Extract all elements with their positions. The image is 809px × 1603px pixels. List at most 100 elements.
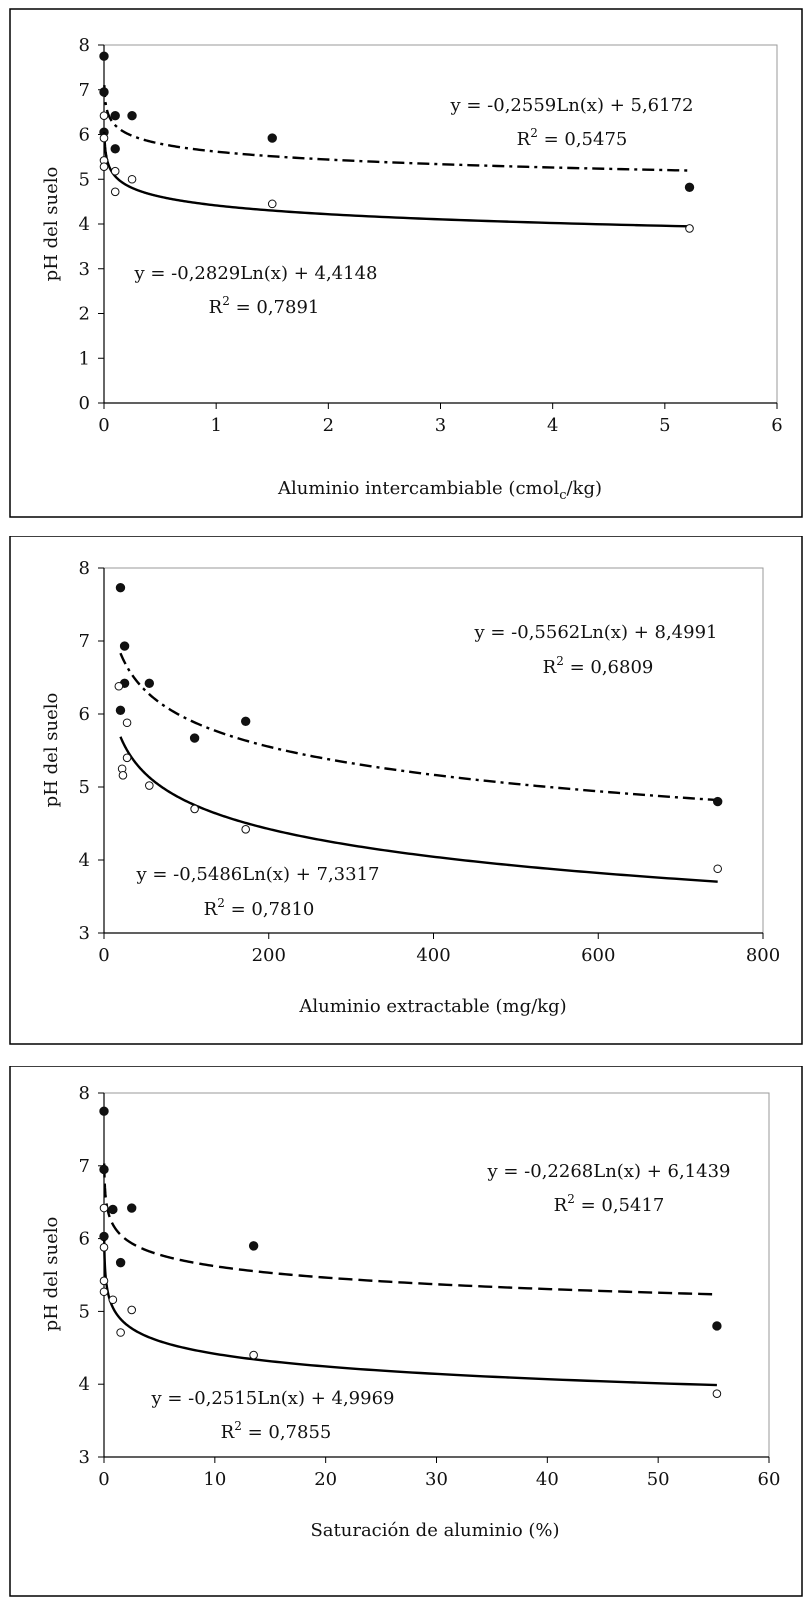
- panel-frame: [9, 1066, 803, 1597]
- equation-label-filled: y = -0,2559Ln(x) + 5,6172: [449, 95, 693, 116]
- data-point-open: [99, 1287, 109, 1297]
- equation-label-filled: y = -0,5562Ln(x) + 8,4991: [473, 622, 717, 643]
- trendline-open: [103, 131, 690, 228]
- chart-svg: 3 4 5 6 7 8 0 10 20 30 40 50 60 Saturación de alumin…: [9, 1066, 803, 1597]
- y-tick-label: 0: [79, 393, 90, 414]
- x-tick-label: 200: [252, 945, 286, 966]
- data-point-open: [190, 804, 199, 814]
- y-tick-label: 3: [79, 1447, 90, 1468]
- y-tick-label: 8: [79, 558, 90, 579]
- y-tick-label: 5: [79, 1301, 90, 1322]
- data-point-open: [249, 1350, 258, 1360]
- chart-panel-aluminum-saturation: 3 4 5 6 7 8 0 10 20 30 40 50 60 Saturación de alumin…: [0, 1066, 809, 1603]
- chart-marks: [98, 567, 764, 939]
- tick-labels: 3 4 5 6 7 8 0 10 20 30 40 50 60: [79, 1083, 781, 1490]
- data-point-open: [99, 1203, 109, 1213]
- y-tick-label: 6: [79, 704, 90, 725]
- y-axis-label: pH del suelo: [41, 167, 62, 282]
- tick-labels: 0 1 2 3 4 5 6 7 8 0 1 2 3 4 5 6: [79, 35, 783, 436]
- data-point-filled: [115, 583, 126, 593]
- data-point-filled: [267, 133, 277, 143]
- y-tick-label: 6: [79, 1229, 90, 1250]
- r2-label-open: R2 = 0,7855: [221, 1419, 332, 1443]
- y-tick-label: 7: [79, 1156, 90, 1177]
- trendline-filled: [103, 85, 690, 172]
- y-tick-label: 4: [79, 850, 90, 871]
- y-axis-label: pH del suelo: [41, 1217, 62, 1332]
- x-tick-label: 3: [435, 415, 446, 436]
- data-point-open: [267, 199, 277, 209]
- data-point-filled: [115, 1257, 126, 1268]
- x-tick-label: 4: [547, 415, 558, 436]
- data-point-filled: [248, 1241, 259, 1251]
- panel-frame: [9, 536, 803, 1045]
- r2-label-open: R2 = 0,7891: [209, 294, 320, 318]
- data-point-filled: [110, 144, 120, 154]
- data-point-open: [99, 111, 109, 120]
- x-tick-label: 600: [581, 945, 615, 966]
- data-point-open: [145, 781, 154, 790]
- r2-label-filled: R2 = 0,5417: [554, 1192, 665, 1216]
- r2-label-filled: R2 = 0,5475: [517, 126, 628, 150]
- data-point-open: [110, 166, 120, 176]
- x-axis-label: Aluminio intercambiable (cmolc/kg): [277, 478, 602, 503]
- data-point-filled: [712, 796, 723, 807]
- data-point-open: [122, 753, 132, 763]
- data-point-filled: [108, 1204, 118, 1215]
- trendline-open: [103, 1239, 717, 1387]
- chart-svg: 3 4 5 6 7 8 0 200 400 600 800 Aluminio extractable…: [9, 536, 803, 1045]
- x-tick-label: 400: [416, 945, 450, 966]
- trendline-filled: [103, 1163, 717, 1296]
- data-point-filled: [119, 641, 130, 651]
- data-point-open: [241, 825, 250, 834]
- x-tick-label: 40: [536, 1469, 559, 1490]
- x-tick-label: 0: [98, 415, 109, 436]
- data-point-filled: [144, 678, 155, 689]
- chart-marks: [98, 44, 778, 409]
- data-point-open: [110, 187, 120, 197]
- y-tick-label: 4: [79, 1374, 90, 1395]
- data-point-filled: [712, 1321, 722, 1331]
- data-point-filled: [99, 1106, 109, 1116]
- data-point-filled: [240, 716, 251, 727]
- x-tick-label: 6: [771, 415, 782, 436]
- y-tick-label: 1: [79, 348, 90, 369]
- data-point-filled: [99, 1231, 109, 1242]
- data-point-open: [122, 718, 132, 728]
- trendline-filled: [119, 652, 718, 802]
- chart-panel-extractable-aluminum: 3 4 5 6 7 8 0 200 400 600 800 Aluminio extractable…: [0, 536, 809, 1056]
- x-axis-label: Aluminio extractable (mg/kg): [298, 996, 566, 1017]
- x-tick-label: 5: [659, 415, 670, 436]
- r2-label-open: R2 = 0,7810: [204, 896, 315, 920]
- data-point-open: [99, 133, 109, 143]
- y-tick-label: 8: [79, 35, 90, 56]
- data-point-open: [685, 224, 694, 233]
- data-point-filled: [115, 705, 126, 716]
- x-tick-label: 10: [203, 1469, 226, 1490]
- data-point-filled: [99, 51, 109, 61]
- x-tick-label: 800: [746, 945, 780, 966]
- y-tick-label: 7: [79, 631, 90, 652]
- data-point-open: [99, 162, 109, 172]
- y-tick-label: 3: [79, 259, 90, 280]
- data-point-open: [116, 1328, 125, 1337]
- equation-label-open: y = -0,5486Ln(x) + 7,3317: [135, 864, 379, 885]
- data-point-open: [99, 1243, 109, 1252]
- x-tick-label: 30: [425, 1469, 448, 1490]
- y-tick-label: 3: [79, 923, 90, 944]
- y-axis-label: pH del suelo: [41, 693, 62, 808]
- data-point-filled: [189, 733, 200, 743]
- data-point-open: [99, 1276, 109, 1286]
- panel-frame: [9, 8, 803, 518]
- x-tick-label: 60: [758, 1469, 781, 1490]
- y-tick-label: 5: [79, 777, 90, 798]
- data-point-open: [114, 681, 124, 691]
- x-tick-label: 50: [647, 1469, 670, 1490]
- data-point-open: [127, 174, 137, 184]
- data-point-open: [118, 771, 128, 780]
- data-point-filled: [684, 182, 695, 193]
- y-tick-label: 4: [79, 214, 90, 235]
- data-point-filled: [110, 111, 120, 121]
- tick-labels: 3 4 5 6 7 8 0 200 400 600 800: [79, 558, 781, 966]
- x-tick-label: 20: [314, 1469, 337, 1490]
